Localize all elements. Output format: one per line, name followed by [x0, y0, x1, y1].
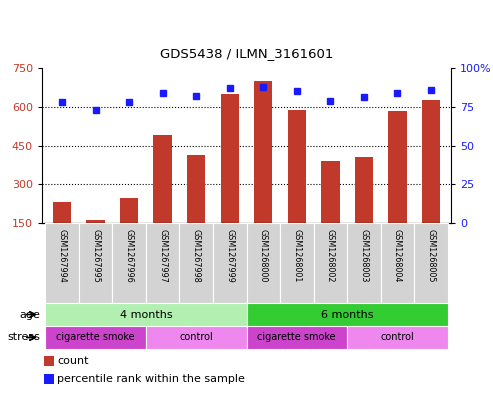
Bar — [213, 223, 246, 303]
Text: GSM1268003: GSM1268003 — [359, 230, 368, 283]
Text: GSM1268005: GSM1268005 — [426, 230, 435, 283]
Bar — [347, 223, 381, 303]
Bar — [246, 223, 280, 303]
Text: age: age — [19, 310, 40, 320]
Bar — [45, 223, 79, 303]
Text: control: control — [381, 332, 414, 343]
Bar — [220, 94, 239, 223]
Bar — [146, 223, 179, 303]
Bar — [354, 157, 373, 223]
Bar — [246, 326, 347, 349]
Text: cigarette smoke: cigarette smoke — [56, 332, 135, 343]
Text: GSM1267994: GSM1267994 — [58, 230, 67, 283]
Bar — [153, 135, 172, 223]
Bar — [187, 154, 206, 223]
Bar — [314, 223, 347, 303]
Text: GSM1267998: GSM1267998 — [192, 230, 201, 283]
Bar — [388, 110, 407, 223]
Bar — [112, 223, 146, 303]
Text: percentile rank within the sample: percentile rank within the sample — [57, 374, 245, 384]
Text: GSM1267999: GSM1267999 — [225, 230, 234, 283]
Bar — [422, 100, 440, 223]
Text: count: count — [57, 356, 89, 366]
Bar — [347, 326, 448, 349]
Text: GSM1267996: GSM1267996 — [125, 230, 134, 283]
Text: stress: stress — [7, 332, 40, 343]
Text: GSM1267997: GSM1267997 — [158, 230, 167, 283]
Text: GSM1268004: GSM1268004 — [393, 230, 402, 283]
Bar — [86, 220, 105, 223]
Text: control: control — [179, 332, 213, 343]
Bar — [381, 223, 414, 303]
Bar — [246, 303, 448, 326]
Text: GSM1267995: GSM1267995 — [91, 230, 100, 283]
Text: GSM1268001: GSM1268001 — [292, 230, 301, 283]
Text: GDS5438 / ILMN_3161601: GDS5438 / ILMN_3161601 — [160, 47, 333, 60]
Text: GSM1268002: GSM1268002 — [326, 230, 335, 283]
Bar — [79, 223, 112, 303]
Bar — [321, 161, 340, 223]
Bar — [120, 198, 139, 223]
Bar — [146, 326, 246, 349]
Bar — [45, 326, 146, 349]
Text: 4 months: 4 months — [120, 310, 172, 320]
Text: 6 months: 6 months — [321, 310, 373, 320]
Bar — [45, 303, 246, 326]
Text: cigarette smoke: cigarette smoke — [257, 332, 336, 343]
Bar — [280, 223, 314, 303]
Bar — [179, 223, 213, 303]
Bar — [53, 202, 71, 223]
Text: GSM1268000: GSM1268000 — [259, 230, 268, 283]
Bar — [414, 223, 448, 303]
Bar — [287, 110, 306, 223]
Bar — [254, 81, 273, 223]
